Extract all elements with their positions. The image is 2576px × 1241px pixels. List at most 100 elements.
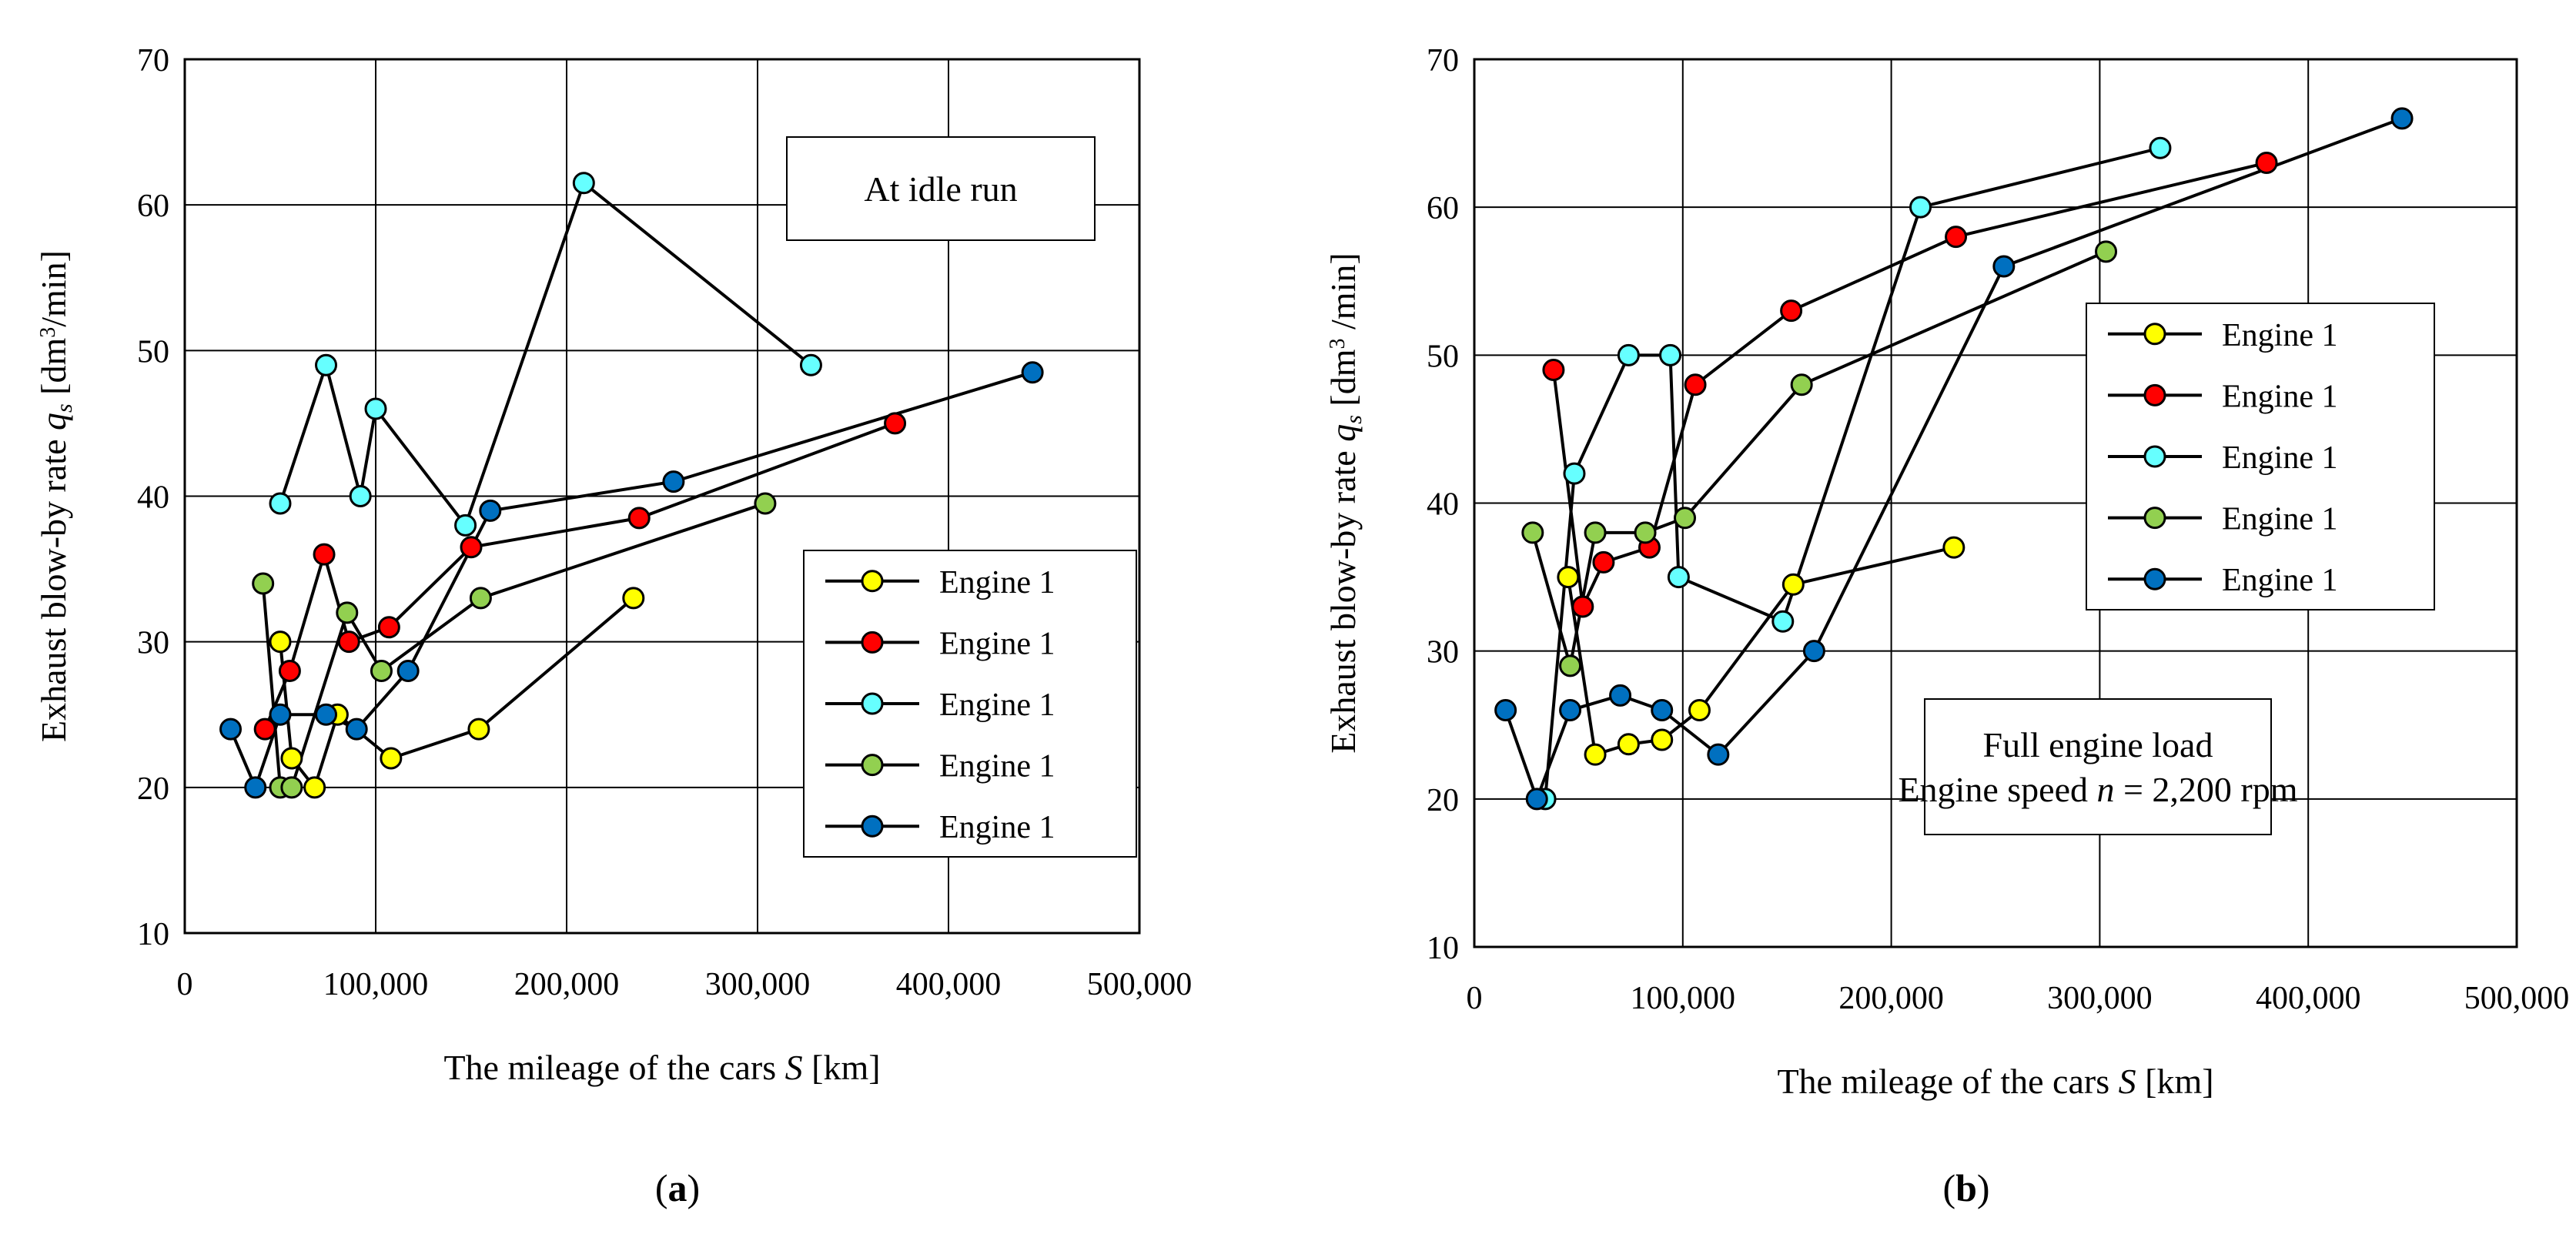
y-tick-label: 60 [137, 189, 169, 224]
legend-label: Engine 1 [939, 749, 1055, 784]
data-point [345, 718, 368, 741]
data-point [572, 172, 595, 195]
annotation-box: At idle run [786, 136, 1096, 241]
annotation-box: Full engine load Engine speed n = 2,200 r… [1898, 698, 2298, 835]
data-point [1802, 640, 1825, 663]
legend-label: Engine 1 [2222, 440, 2337, 476]
series-markers-2 [253, 412, 907, 741]
data-point [315, 353, 338, 376]
legend-marker [2143, 507, 2166, 530]
data-point [1688, 699, 1711, 722]
y-tick-label: 30 [137, 626, 169, 661]
data-point [1617, 343, 1640, 366]
annotation-text: Full engine load [1983, 725, 2213, 764]
data-point [219, 718, 243, 741]
data-point [2149, 136, 2172, 159]
data-point [1771, 610, 1795, 633]
x-tick-label: 100,000 [323, 967, 429, 1002]
data-point [460, 536, 483, 559]
annotation-text: At idle run [864, 169, 1017, 209]
y-tick-label: 20 [1427, 783, 1459, 818]
data-point [1651, 699, 1674, 722]
data-point [467, 718, 490, 741]
legend-item: Engine 1 [2108, 563, 2337, 598]
data-point [370, 660, 393, 682]
data-point [1707, 743, 1730, 766]
legend-item: Engine 1 [2108, 379, 2337, 414]
data-point [349, 485, 372, 507]
data-point [313, 543, 336, 566]
x-tick-label: 500,000 [2464, 981, 2570, 1016]
legend-item: Engine 1 [825, 565, 1055, 600]
series-markers-1 [1557, 536, 1965, 766]
data-point [1525, 788, 1548, 811]
data-point [1557, 566, 1580, 589]
series-line-2 [263, 422, 896, 730]
chart-a: 10 20 30 40 50 60 70 0 100,000 200,000 300,000 400,… [34, 43, 1192, 1209]
data-point [1659, 343, 1682, 366]
y-axis-label: Exhaust blow-by rate qs [dm3/min] [34, 250, 77, 742]
data-point [2095, 240, 2118, 263]
panel-label: (b) [1942, 1166, 1989, 1209]
legend-item: Engine 1 [2108, 318, 2337, 353]
series-markers-5 [219, 361, 1044, 799]
y-tick-label: 40 [1427, 487, 1459, 523]
legend-marker [861, 631, 884, 654]
data-point [1617, 733, 1640, 756]
data-point [799, 353, 822, 376]
series-markers-1 [269, 587, 645, 799]
legend: Engine 1 Engine 1 Engine 1 Engine 1 Engine 1 [2086, 303, 2435, 610]
legend-marker [861, 754, 884, 777]
legend: Engine 1 Engine 1 Engine 1 Engine 1 Engine 1 [803, 550, 1137, 858]
data-point [1780, 299, 1803, 323]
legend-label: Engine 1 [939, 626, 1055, 661]
data-point [380, 747, 403, 770]
data-point [377, 616, 400, 639]
data-point [1521, 521, 1544, 544]
legend-marker [2143, 567, 2166, 590]
data-point [336, 601, 359, 624]
legend-item: Engine 1 [825, 687, 1055, 723]
annotation-frame [1924, 698, 2272, 835]
y-tick-label: 20 [137, 771, 169, 807]
series-markers-4 [252, 492, 777, 799]
y-tick-label: 10 [137, 917, 169, 952]
data-point [1592, 550, 1615, 574]
data-point [1634, 521, 1657, 544]
x-tick-label: 200,000 [514, 967, 620, 1002]
x-tick-label: 400,000 [2256, 981, 2361, 1016]
series-line-4 [261, 502, 766, 789]
data-point [269, 631, 292, 654]
data-point [303, 776, 326, 799]
data-point [269, 703, 292, 726]
legend-marker [2143, 445, 2166, 468]
legend-marker [861, 692, 884, 715]
data-point [1651, 728, 1674, 751]
data-point [1584, 521, 1607, 544]
annotation-frame [786, 136, 1096, 241]
legend-marker [861, 570, 884, 593]
annotation-text: Engine speed n = 2,200 rpm [1898, 770, 2297, 809]
data-point [1684, 373, 1707, 396]
data-point [1781, 573, 1805, 596]
legend-item: Engine 1 [2108, 502, 2337, 537]
data-point [1584, 743, 1607, 766]
data-point [269, 492, 292, 515]
legend-label: Engine 1 [2222, 318, 2337, 353]
series-line-1 [279, 597, 635, 791]
data-point [252, 572, 275, 595]
data-point [2390, 107, 2414, 130]
data-point [884, 412, 907, 435]
y-tick-label: 40 [137, 480, 169, 516]
data-point [1609, 684, 1632, 707]
data-point [1790, 373, 1813, 396]
data-point [469, 587, 492, 610]
data-point [278, 660, 301, 682]
series-markers-3 [1534, 136, 2172, 811]
x-axis-label: The mileage of the cars S [km] [443, 1048, 880, 1087]
data-point [754, 492, 777, 515]
data-point [662, 470, 685, 493]
y-tick-label: 50 [137, 334, 169, 370]
series-markers-5 [1494, 107, 2414, 811]
